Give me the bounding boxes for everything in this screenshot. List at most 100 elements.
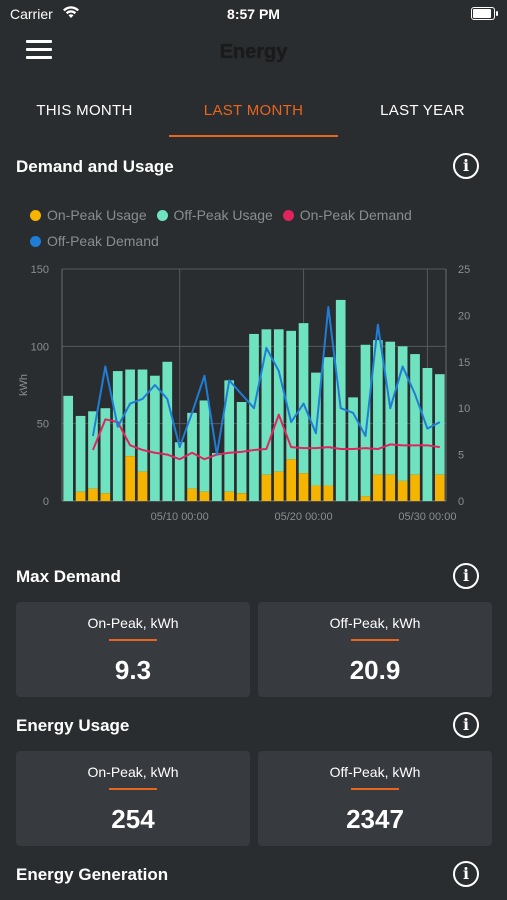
energy-generation-title: Energy Generation	[16, 865, 169, 884]
x-tick-label: 05/20 00:00	[274, 511, 332, 523]
energy-usage-title: Energy Usage	[16, 716, 130, 735]
legend-item[interactable]: Off-Peak Usage	[156, 207, 273, 223]
battery-level	[473, 9, 491, 18]
y-tick-label: 150	[31, 264, 49, 276]
bar-on-peak-usage	[261, 474, 272, 501]
y-tick-label: 0	[43, 496, 49, 508]
bar-on-peak-usage	[88, 488, 98, 501]
bar-on-peak-usage	[397, 480, 408, 501]
bar-off-peak-usage	[88, 411, 98, 489]
bar-off-peak-usage	[174, 442, 185, 501]
card-label: On-Peak, kWh	[87, 615, 179, 631]
y2-tick-label: 5	[458, 450, 464, 462]
bar-on-peak-usage	[125, 456, 135, 501]
legend-item[interactable]: Off-Peak Demand	[30, 233, 159, 249]
bar-on-peak-usage	[385, 474, 396, 501]
bar-off-peak-usage	[323, 357, 334, 486]
bar-off-peak-usage	[236, 402, 247, 494]
page-title: Energy	[219, 41, 288, 63]
tab-this-month[interactable]: THIS MONTH	[36, 102, 133, 119]
bar-on-peak-usage	[410, 474, 420, 501]
max-demand-info-icon[interactable]: i	[453, 563, 479, 589]
bar-off-peak-usage	[112, 371, 123, 501]
wifi-icon	[62, 5, 80, 22]
card-label: On-Peak, kWh	[87, 764, 179, 780]
legend-label: Off-Peak Demand	[47, 233, 159, 249]
tab-last-month[interactable]: LAST MONTH	[169, 88, 338, 138]
bar-off-peak-usage	[162, 361, 173, 501]
y2-tick-label: 25	[458, 264, 470, 276]
bar-on-peak-usage	[311, 485, 321, 501]
legend-dot	[156, 210, 168, 221]
bar-on-peak-usage	[286, 459, 296, 501]
bar-off-peak-usage	[373, 340, 383, 475]
demand-usage-chart[interactable]: 0 50 100 150 0 5 10 15 20 25 05/10 00:00 05/20 00:0…	[0, 255, 507, 535]
bar-on-peak-usage	[360, 496, 371, 501]
clock: 8:57 PM	[227, 6, 280, 22]
carrier-label: Carrier	[10, 6, 53, 22]
bar-off-peak-usage	[298, 323, 309, 474]
menu-icon[interactable]	[26, 40, 52, 60]
battery-icon	[471, 7, 498, 20]
bar-off-peak-usage	[75, 415, 86, 492]
x-tick-label: 05/30 00:00	[398, 511, 456, 523]
bar-on-peak-usage	[137, 471, 148, 501]
energy-usage-off-peak-card: Off-Peak, kWh 2347	[258, 751, 492, 846]
max-demand-off-peak-card: Off-Peak, kWh 20.9	[258, 602, 492, 697]
card-divider	[351, 788, 399, 790]
bar-on-peak-usage	[434, 474, 445, 501]
bar-off-peak-usage	[273, 329, 284, 472]
demand-usage-info-icon[interactable]: i	[453, 153, 479, 179]
tab-last-year[interactable]: LAST YEAR	[380, 102, 465, 119]
y2-tick-label: 20	[458, 310, 470, 322]
legend-label: On-Peak Usage	[47, 207, 147, 223]
legend-dot	[30, 210, 41, 221]
bar-off-peak-usage	[100, 408, 111, 494]
max-demand-title: Max Demand	[16, 567, 121, 586]
bar-off-peak-usage	[212, 453, 222, 501]
y2-tick-label: 15	[458, 357, 470, 369]
period-tabs: THIS MONTH LAST MONTH LAST YEAR	[0, 88, 507, 138]
max-demand-on-peak-card: On-Peak, kWh 9.3	[16, 602, 250, 697]
x-tick-label: 05/10 00:00	[151, 511, 209, 523]
nav-bar: Energy	[0, 28, 507, 78]
legend-item[interactable]: On-Peak Demand	[282, 207, 412, 223]
bar-off-peak-usage	[137, 369, 148, 472]
bar-on-peak-usage	[373, 474, 383, 501]
bar-on-peak-usage	[100, 493, 111, 501]
energy-usage-info-icon[interactable]: i	[453, 712, 479, 738]
card-divider	[109, 788, 157, 790]
legend-item[interactable]: On-Peak Usage	[30, 207, 147, 223]
card-value: 20.9	[349, 655, 401, 685]
card-divider	[109, 639, 157, 641]
bar-on-peak-usage	[236, 493, 247, 501]
energy-usage-on-peak-card: On-Peak, kWh 254	[16, 751, 250, 846]
y2-tick-label: 10	[458, 403, 470, 415]
bar-off-peak-usage	[422, 367, 433, 501]
bar-on-peak-usage	[199, 491, 210, 501]
card-value: 254	[111, 804, 155, 834]
legend-dot	[30, 236, 41, 247]
status-bar: Carrier 8:57 PM	[0, 0, 507, 28]
y-axis-label: kWh	[18, 374, 30, 396]
bar-off-peak-usage	[410, 354, 420, 475]
bar-off-peak-usage	[434, 374, 445, 475]
series-line-off-peak-demand	[91, 306, 441, 456]
bar-off-peak-usage	[187, 412, 197, 489]
bar-on-peak-usage	[75, 491, 86, 501]
bar-off-peak-usage	[150, 375, 160, 501]
legend-label: On-Peak Demand	[299, 207, 412, 223]
chart-legend: On-Peak Usage Off-Peak Usage On-Peak Dem…	[30, 207, 480, 259]
energy-generation-info-icon[interactable]: i	[453, 861, 479, 887]
series-line-on-peak-demand	[92, 413, 440, 461]
card-value: 2347	[346, 804, 404, 834]
bar-off-peak-usage	[224, 380, 235, 492]
bar-on-peak-usage	[224, 491, 235, 501]
y-tick-label: 100	[31, 341, 49, 353]
y2-tick-label: 0	[458, 496, 464, 508]
legend-label: Off-Peak Usage	[173, 207, 273, 223]
bar-off-peak-usage	[286, 330, 296, 460]
legend-dot	[282, 210, 294, 221]
bar-off-peak-usage	[360, 344, 371, 497]
bar-on-peak-usage	[298, 473, 309, 501]
